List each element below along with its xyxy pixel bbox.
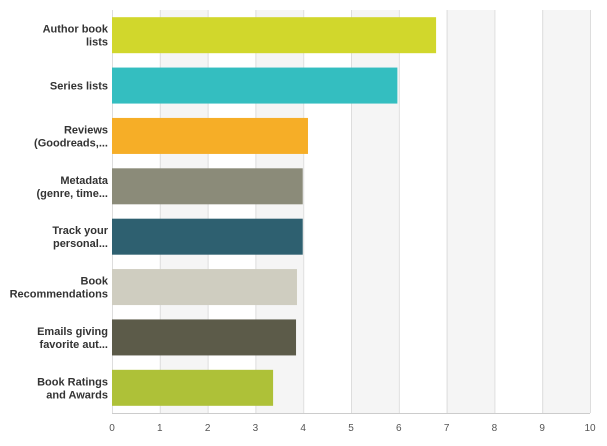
bar — [112, 269, 297, 306]
category-label-line: (genre, time... — [36, 188, 108, 200]
x-tick-label: 1 — [157, 423, 163, 434]
category-label-line: (Goodreads,... — [34, 137, 108, 149]
x-axis-ticks: 0 1 2 3 4 5 6 7 8 9 10 — [109, 423, 596, 434]
category-label: Track your personal... — [52, 225, 108, 250]
category-label-line: Author book — [43, 24, 109, 36]
category-label: Author book lists — [43, 24, 109, 49]
category-label-line: personal... — [53, 238, 108, 250]
bars — [112, 17, 437, 406]
bar — [112, 369, 274, 406]
category-label-line: Book — [81, 276, 109, 288]
category-label-line: Metadata — [60, 175, 109, 187]
grid-band — [494, 10, 543, 413]
bar — [112, 17, 437, 54]
category-labels: Author book lists Series lists Reviews (Good… — [10, 24, 109, 402]
category-label: Book Ratings and Awards — [37, 376, 108, 401]
category-label: Series lists — [50, 81, 108, 93]
x-tick-label: 6 — [396, 423, 402, 434]
grid-band — [398, 10, 447, 413]
category-label-line: favorite aut... — [40, 339, 108, 351]
category-label: Metadata (genre, time... — [36, 175, 108, 200]
bar — [112, 319, 297, 356]
category-label: Reviews (Goodreads,... — [34, 124, 108, 149]
grid-band — [542, 10, 590, 413]
x-tick-label: 0 — [109, 423, 115, 434]
category-label: Book Recommendations — [10, 276, 109, 301]
category-label-line: Series lists — [50, 81, 108, 93]
x-tick-label: 2 — [205, 423, 211, 434]
x-tick-label: 9 — [539, 423, 545, 434]
category-label: Emails giving favorite aut... — [37, 326, 108, 351]
x-tick-label: 7 — [444, 423, 450, 434]
bar — [112, 218, 303, 255]
category-label-line: Track your — [52, 225, 108, 237]
x-tick-label: 3 — [253, 423, 259, 434]
category-label-line: Reviews — [64, 124, 108, 136]
grid-band — [446, 10, 495, 413]
bar — [112, 67, 398, 104]
category-label-line: and Awards — [46, 389, 108, 401]
category-label-line: Recommendations — [10, 289, 108, 301]
category-label-line: lists — [86, 37, 108, 49]
x-tick-label: 4 — [300, 423, 306, 434]
x-tick-label: 10 — [584, 423, 596, 434]
bar — [112, 168, 303, 205]
bar — [112, 117, 308, 154]
category-label-line: Book Ratings — [37, 376, 108, 388]
category-label-line: Emails giving — [37, 326, 108, 338]
x-tick-label: 5 — [348, 423, 354, 434]
x-tick-label: 8 — [492, 423, 498, 434]
